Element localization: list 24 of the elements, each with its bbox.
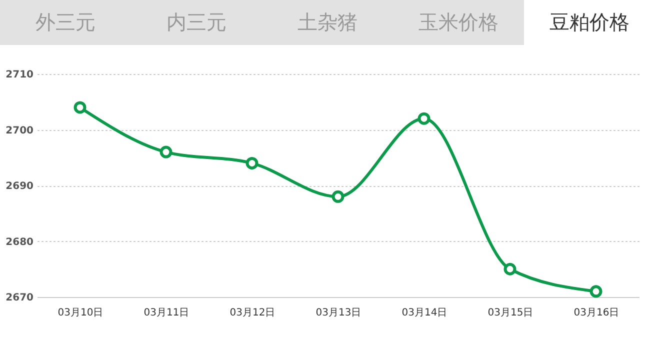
x-tick-label: 03月13日 [316, 308, 362, 318]
y-tick-label: 2670 [6, 292, 34, 304]
y-tick-label: 2690 [6, 181, 34, 192]
x-tick-label: 03月10日 [58, 308, 104, 318]
x-tick-label: 03月11日 [144, 308, 190, 318]
point [418, 112, 430, 125]
point [332, 190, 344, 203]
point [160, 146, 172, 158]
x-tick-label: 03月14日 [402, 308, 448, 318]
tab[interactable]: 豆粕价格 [524, 0, 655, 45]
tab[interactable]: 外三元 [0, 0, 131, 45]
point [504, 262, 516, 276]
tab[interactable]: 玉米价格 [393, 0, 524, 45]
x-tick-label: 03月12日 [230, 308, 276, 318]
y-tick-label: 2700 [6, 125, 34, 136]
point [590, 285, 602, 298]
y-tick-label: 2680 [6, 236, 34, 248]
point [74, 101, 86, 114]
tab[interactable]: 内三元 [131, 0, 262, 45]
point [246, 156, 258, 170]
y-tick-label: 2710 [6, 70, 34, 80]
tab[interactable]: 土杂猪 [262, 0, 393, 45]
x-tick-label: 03月16日 [574, 308, 620, 318]
x-tick-label: 03月15日 [488, 308, 534, 318]
